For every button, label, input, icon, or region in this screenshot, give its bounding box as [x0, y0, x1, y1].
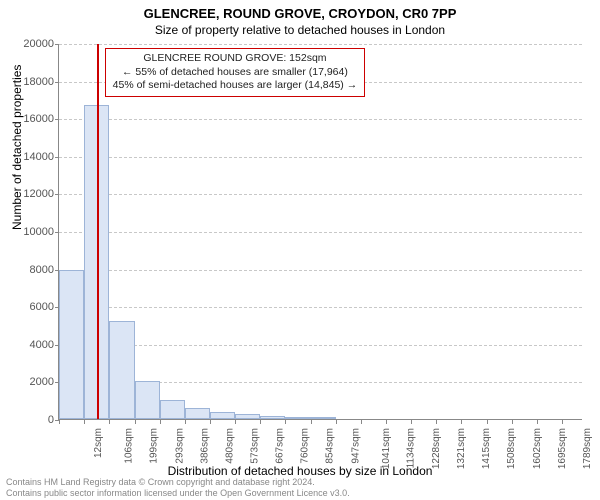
x-tick-label: 1789sqm: [582, 428, 593, 469]
y-tick-mark: [55, 232, 59, 233]
x-tick-label: 1321sqm: [456, 428, 467, 469]
histogram-bar: [260, 416, 285, 419]
x-tick-mark: [160, 420, 161, 424]
x-tick-label: 1602sqm: [532, 428, 543, 469]
x-tick-label: 573sqm: [249, 428, 260, 464]
histogram-bar: [210, 412, 235, 419]
y-axis-title: Number of detached properties: [10, 65, 24, 230]
x-tick-label: 199sqm: [149, 428, 160, 464]
x-tick-mark: [512, 420, 513, 424]
x-tick-mark: [562, 420, 563, 424]
x-tick-label: 1695sqm: [557, 428, 568, 469]
x-tick-mark: [487, 420, 488, 424]
histogram-bar: [285, 417, 310, 419]
x-tick-mark: [135, 420, 136, 424]
gridline: [59, 270, 582, 271]
annotation-line: ← 55% of detached houses are smaller (17…: [113, 66, 358, 80]
y-tick-label: 8000: [10, 264, 54, 276]
x-tick-mark: [260, 420, 261, 424]
histogram-bar: [109, 321, 134, 419]
x-tick-mark: [311, 420, 312, 424]
x-tick-label: 947sqm: [350, 428, 361, 464]
x-tick-mark: [537, 420, 538, 424]
x-tick-mark: [436, 420, 437, 424]
x-axis-title: Distribution of detached houses by size …: [0, 464, 600, 478]
y-tick-label: 14000: [10, 151, 54, 163]
x-tick-label: 1041sqm: [381, 428, 392, 469]
y-tick-label: 12000: [10, 188, 54, 200]
x-tick-mark: [109, 420, 110, 424]
gridline: [59, 119, 582, 120]
x-tick-mark: [59, 420, 60, 424]
annotation-line: GLENCREE ROUND GROVE: 152sqm: [113, 52, 358, 66]
gridline: [59, 345, 582, 346]
x-tick-label: 1134sqm: [405, 428, 416, 468]
y-tick-mark: [55, 119, 59, 120]
y-tick-label: 18000: [10, 76, 54, 88]
x-tick-mark: [185, 420, 186, 424]
x-tick-mark: [84, 420, 85, 424]
x-tick-label: 12sqm: [93, 428, 104, 458]
x-tick-mark: [210, 420, 211, 424]
annotation-line: 45% of semi-detached houses are larger (…: [113, 79, 358, 93]
x-tick-label: 1415sqm: [482, 428, 493, 469]
x-tick-mark: [411, 420, 412, 424]
histogram-bar: [311, 417, 336, 419]
histogram-bar: [235, 414, 260, 419]
plot-area: 0200040006000800010000120001400016000180…: [58, 44, 582, 420]
y-tick-label: 20000: [10, 38, 54, 50]
gridline: [59, 232, 582, 233]
x-tick-label: 760sqm: [300, 428, 311, 464]
y-tick-mark: [55, 44, 59, 45]
histogram-bar: [160, 400, 185, 419]
chart-subtitle: Size of property relative to detached ho…: [0, 21, 600, 37]
x-tick-mark: [235, 420, 236, 424]
annotation-box: GLENCREE ROUND GROVE: 152sqm← 55% of det…: [105, 48, 366, 97]
x-tick-label: 1508sqm: [507, 428, 518, 469]
gridline: [59, 44, 582, 45]
histogram-bar: [185, 408, 210, 419]
x-tick-label: 480sqm: [224, 428, 235, 464]
gridline: [59, 157, 582, 158]
x-tick-mark: [361, 420, 362, 424]
x-tick-mark: [336, 420, 337, 424]
x-tick-label: 106sqm: [124, 428, 135, 464]
x-tick-label: 854sqm: [325, 428, 336, 464]
footer-line-2: Contains public sector information licen…: [6, 488, 350, 498]
footer-line-1: Contains HM Land Registry data © Crown c…: [6, 477, 350, 487]
y-tick-label: 6000: [10, 301, 54, 313]
x-tick-label: 1228sqm: [431, 428, 442, 469]
footer-credits: Contains HM Land Registry data © Crown c…: [6, 477, 350, 498]
histogram-bar: [135, 381, 160, 419]
gridline: [59, 194, 582, 195]
x-tick-mark: [461, 420, 462, 424]
gridline: [59, 307, 582, 308]
x-tick-label: 667sqm: [275, 428, 286, 464]
y-tick-label: 16000: [10, 113, 54, 125]
y-tick-label: 0: [10, 414, 54, 426]
y-tick-mark: [55, 194, 59, 195]
x-tick-mark: [285, 420, 286, 424]
chart-area: 0200040006000800010000120001400016000180…: [58, 44, 582, 420]
y-tick-mark: [55, 82, 59, 83]
x-tick-label: 293sqm: [174, 428, 185, 464]
x-tick-label: 386sqm: [199, 428, 210, 464]
y-tick-label: 10000: [10, 226, 54, 238]
chart-title: GLENCREE, ROUND GROVE, CROYDON, CR0 7PP: [0, 0, 600, 21]
y-tick-mark: [55, 157, 59, 158]
y-tick-label: 4000: [10, 339, 54, 351]
reference-line: [97, 44, 99, 419]
histogram-bar: [59, 270, 84, 419]
y-tick-label: 2000: [10, 376, 54, 388]
x-tick-mark: [386, 420, 387, 424]
